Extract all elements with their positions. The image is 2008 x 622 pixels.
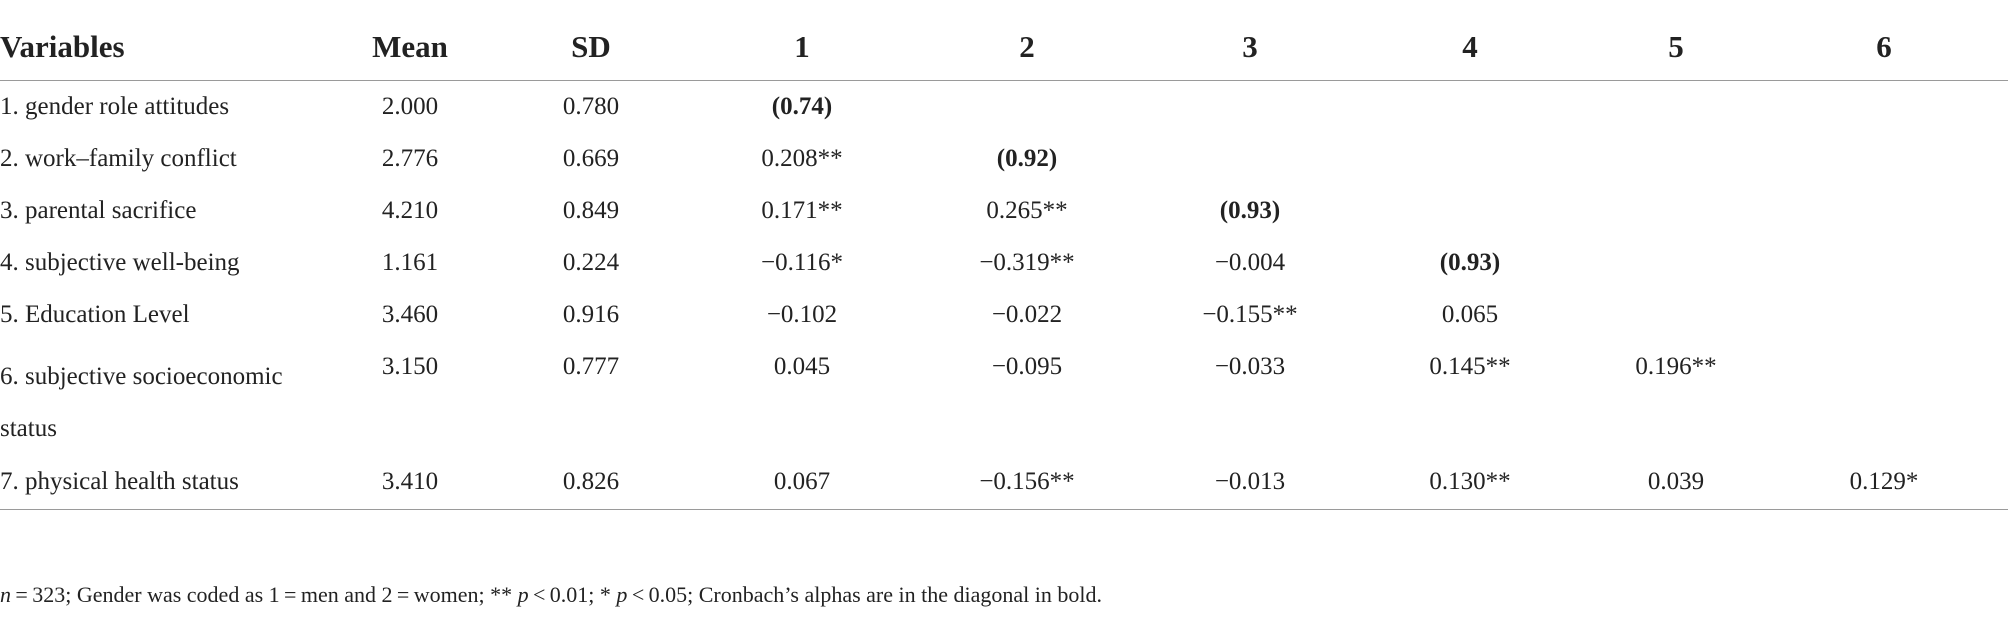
corr-cell bbox=[1592, 237, 1760, 289]
table-header-row: Variables Mean SD 1 2 3 4 5 6 bbox=[0, 14, 2008, 81]
sd-cell: 0.224 bbox=[562, 249, 620, 276]
mean-cell: 3.150 bbox=[381, 353, 439, 380]
variable-name: 2. work–family conflict bbox=[0, 145, 237, 172]
corr-cell: −0.013 bbox=[1152, 455, 1348, 510]
corr-cell bbox=[1760, 237, 2008, 289]
mean-cell: 4.210 bbox=[381, 197, 439, 224]
corr-cell: 0.145** bbox=[1429, 353, 1511, 380]
variable-name: 5. Education Level bbox=[0, 301, 190, 328]
mean-cell: 2.776 bbox=[381, 145, 439, 172]
corr-cell: 0.130** bbox=[1348, 455, 1592, 510]
corr-cell: 0.208** bbox=[761, 145, 843, 172]
variable-name: 4. subjective well-being bbox=[0, 249, 240, 276]
sd-cell: 0.826 bbox=[480, 455, 702, 510]
alpha-cell: (0.93) bbox=[1439, 249, 1501, 276]
header-col-5: 5 bbox=[1592, 14, 1760, 81]
corr-cell bbox=[1348, 185, 1592, 237]
p-symbol: p bbox=[616, 582, 628, 607]
corr-cell bbox=[1760, 185, 2008, 237]
footnote-text: = 323; Gender was coded as 1 = men and 2… bbox=[11, 582, 518, 607]
table-row: 7. physical health status 3.410 0.826 0.… bbox=[0, 455, 2008, 510]
corr-cell: −0.156** bbox=[902, 455, 1152, 510]
mean-cell: 3.410 bbox=[340, 455, 480, 510]
corr-cell bbox=[1760, 289, 2008, 341]
corr-cell bbox=[1760, 81, 2008, 134]
corr-cell: 0.129* bbox=[1760, 455, 2008, 510]
header-col-6: 6 bbox=[1760, 14, 2008, 81]
variable-name: 3. parental sacrifice bbox=[0, 197, 197, 224]
variable-name: 1. gender role attitudes bbox=[0, 93, 230, 120]
footnote-text: < 0.01; * bbox=[528, 582, 617, 607]
mean-cell: 1.161 bbox=[381, 249, 439, 276]
table-row: 1. gender role attitudes 2.000 0.780 (0.… bbox=[0, 81, 2008, 134]
table-row: 3. parental sacrifice 4.210 0.849 0.171*… bbox=[0, 185, 2008, 237]
sd-cell: 0.916 bbox=[562, 301, 620, 328]
corr-cell: 0.039 bbox=[1592, 455, 1760, 510]
corr-cell: 0.065 bbox=[1441, 301, 1499, 328]
table-row: 2. work–family conflict 2.776 0.669 0.20… bbox=[0, 133, 2008, 185]
corr-cell: −0.116* bbox=[761, 249, 843, 276]
corr-cell bbox=[1592, 81, 1760, 134]
sd-cell: 0.669 bbox=[562, 145, 620, 172]
corr-cell bbox=[1760, 133, 2008, 185]
corr-cell: −0.033 bbox=[1214, 353, 1286, 380]
corr-cell: 0.045 bbox=[773, 353, 831, 380]
variable-name: 6. subjective socioeconomic status bbox=[0, 363, 283, 442]
header-col-1: 1 bbox=[702, 14, 902, 81]
n-symbol: n bbox=[0, 582, 11, 607]
sd-cell: 0.849 bbox=[562, 197, 620, 224]
corr-cell bbox=[1592, 185, 1760, 237]
corr-cell bbox=[1760, 341, 2008, 455]
alpha-cell: (0.93) bbox=[1219, 197, 1281, 224]
footnote-text: < 0.05; Cronbach’s alphas are in the dia… bbox=[627, 582, 1102, 607]
p-symbol: p bbox=[517, 582, 529, 607]
sd-cell: 0.780 bbox=[562, 93, 620, 120]
header-mean: Mean bbox=[340, 14, 480, 81]
corr-cell: 0.265** bbox=[986, 197, 1068, 224]
mean-cell: 3.460 bbox=[381, 301, 439, 328]
corr-cell bbox=[1592, 133, 1760, 185]
table-row: 5. Education Level 3.460 0.916 −0.102 −0… bbox=[0, 289, 2008, 341]
corr-cell bbox=[902, 81, 1152, 134]
corr-cell bbox=[1592, 289, 1760, 341]
corr-cell: −0.319** bbox=[979, 249, 1075, 276]
sd-cell: 0.777 bbox=[562, 353, 620, 380]
alpha-cell: (0.74) bbox=[771, 93, 833, 120]
table-footnote: n = 323; Gender was coded as 1 = men and… bbox=[0, 582, 1102, 608]
header-variables: Variables bbox=[0, 14, 340, 81]
header-col-3: 3 bbox=[1152, 14, 1348, 81]
mean-cell: 2.000 bbox=[381, 93, 439, 120]
corr-cell: −0.004 bbox=[1214, 249, 1286, 276]
corr-cell: −0.102 bbox=[766, 301, 838, 328]
alpha-cell: (0.92) bbox=[996, 145, 1058, 172]
variable-name: 7. physical health status bbox=[0, 455, 340, 510]
table-row: 6. subjective socioeconomic status 3.150… bbox=[0, 341, 2008, 455]
correlation-table: Variables Mean SD 1 2 3 4 5 6 1. gender … bbox=[0, 14, 2008, 510]
corr-cell bbox=[1152, 133, 1348, 185]
corr-cell: −0.095 bbox=[991, 353, 1063, 380]
corr-cell: −0.022 bbox=[991, 301, 1063, 328]
table-row: 4. subjective well-being 1.161 0.224 −0.… bbox=[0, 237, 2008, 289]
header-col-4: 4 bbox=[1348, 14, 1592, 81]
corr-cell: 0.067 bbox=[702, 455, 902, 510]
header-col-2: 2 bbox=[902, 14, 1152, 81]
corr-cell bbox=[1348, 133, 1592, 185]
corr-cell bbox=[1152, 81, 1348, 134]
corr-cell: −0.155** bbox=[1202, 301, 1298, 328]
corr-cell: 0.196** bbox=[1635, 353, 1717, 380]
header-sd: SD bbox=[480, 14, 702, 81]
corr-cell: 0.171** bbox=[761, 197, 843, 224]
corr-cell bbox=[1348, 81, 1592, 134]
